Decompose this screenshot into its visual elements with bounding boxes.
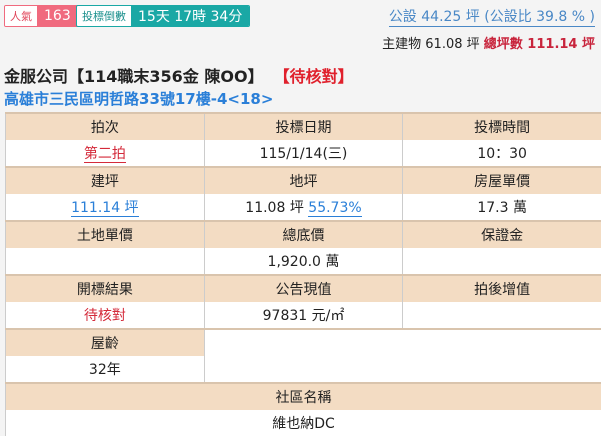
area-summary: 主建物 61.08 坪 總坪數 111.14 坪 xyxy=(382,33,595,52)
page-title: 金服公司【114職末356金 陳OO】【待核對】 xyxy=(4,63,354,87)
round-link[interactable]: 第二拍 xyxy=(84,146,126,163)
age-value: 32年 xyxy=(6,356,205,383)
popularity-value: 163 xyxy=(37,6,78,26)
popularity-label: 人氣 xyxy=(5,6,37,26)
building-area-label: 建坪 xyxy=(6,167,205,194)
post-auction-gain-value xyxy=(403,302,601,329)
title-text: 金服公司【114職末356金 陳OO】 xyxy=(4,67,264,86)
announced-value-value: 97831 元/㎡ xyxy=(204,302,403,329)
address-link[interactable]: 高雄市三民區明哲路33號17樓-4<18> xyxy=(4,88,273,109)
title-status: 【待核對】 xyxy=(282,67,354,86)
land-area-value: 11.08 坪 xyxy=(245,200,304,216)
community-label: 社區名稱 xyxy=(6,383,601,410)
announced-value-label: 公告現值 xyxy=(204,275,403,302)
deposit-value xyxy=(403,248,601,275)
bid-date-label: 投標日期 xyxy=(204,113,403,140)
bid-time-value: 10：30 xyxy=(403,140,601,167)
reserve-price-label: 總底價 xyxy=(204,221,403,248)
age-label: 屋齡 xyxy=(6,329,205,356)
community-value: 維也納DC xyxy=(6,410,601,436)
countdown-value: 15天 17時 34分 xyxy=(131,6,249,26)
result-label: 開標結果 xyxy=(6,275,205,302)
countdown-label: 投標倒數 xyxy=(77,6,131,26)
empty-cell xyxy=(204,329,601,383)
total-area: 總坪數 111.14 坪 xyxy=(484,37,595,52)
reserve-price-value: 1,920.0 萬 xyxy=(204,248,403,275)
land-unit-price-value xyxy=(6,248,205,275)
deposit-label: 保證金 xyxy=(403,221,601,248)
land-area-label: 地坪 xyxy=(204,167,403,194)
land-unit-price-label: 土地單價 xyxy=(6,221,205,248)
post-auction-gain-label: 拍後增值 xyxy=(403,275,601,302)
bid-time-label: 投標時間 xyxy=(403,113,601,140)
public-area-link[interactable]: 公設 44.25 坪 (公設比 39.8 % ) xyxy=(389,6,595,27)
result-value: 待核對 xyxy=(6,302,205,329)
house-unit-price-label: 房屋單價 xyxy=(403,167,601,194)
round-label: 拍次 xyxy=(6,113,205,140)
bid-date-value: 115/1/14(三) xyxy=(204,140,403,167)
land-ratio-link[interactable]: 55.73% xyxy=(308,200,361,217)
house-unit-price-value: 17.3 萬 xyxy=(403,194,601,221)
main-building: 主建物 61.08 坪 xyxy=(382,37,479,52)
building-area-link[interactable]: 111.14 坪 xyxy=(71,200,138,217)
